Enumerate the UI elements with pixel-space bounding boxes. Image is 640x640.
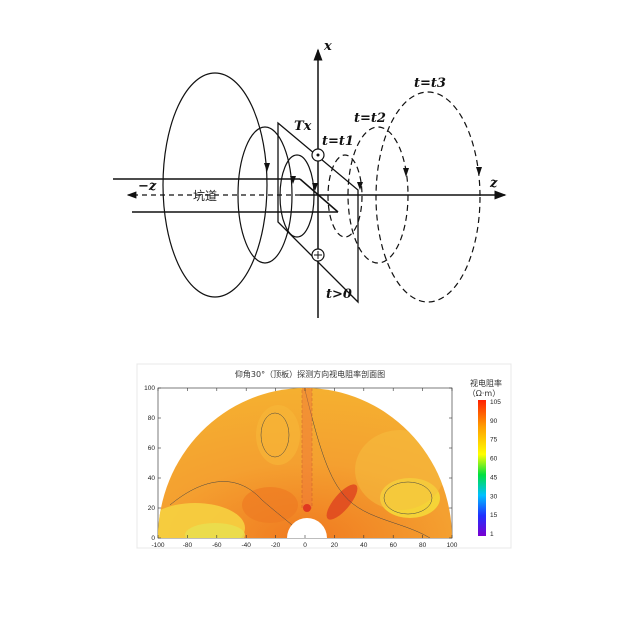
x-tick-label: -60 <box>212 542 222 549</box>
x-tick-label: 80 <box>419 542 427 549</box>
high-zone-diagonal <box>326 484 358 520</box>
tem-diagram: x z −z 坑道 Tx t=t1 t=t2 t=t3 t>0 <box>113 39 507 318</box>
x-tick-label: -20 <box>271 542 281 549</box>
x-tick-label: 100 <box>447 542 458 549</box>
field-loop-solid-small <box>279 154 315 238</box>
y-tick-label: 20 <box>148 505 156 512</box>
z-axis-label: z <box>489 176 498 191</box>
y-tick-label: 60 <box>148 445 156 452</box>
field-loop-solid-large <box>162 72 268 298</box>
field-loop-t3 <box>375 91 481 303</box>
neg-z-axis-label: −z <box>138 179 157 194</box>
resistivity-chart: 仰角30°（顶板）探测方向视电阻率剖面图 -100 -80 -60 -40 -20 0 20… <box>136 363 512 549</box>
x-tick-label: -100 <box>151 542 164 549</box>
field-loop-t1 <box>327 154 363 238</box>
field-loop-solid-medium <box>237 126 293 264</box>
chart-title: 仰角30°（顶板）探测方向视电阻率剖面图 <box>235 369 385 379</box>
current-in-marker <box>311 248 325 262</box>
x-tick-label: 60 <box>390 542 398 549</box>
y-tick-label: 40 <box>148 475 156 482</box>
colorbar-tick-label: 75 <box>490 437 498 444</box>
current-out-marker <box>311 148 325 162</box>
x-tick-label: 0 <box>303 542 307 549</box>
t-positive-label: t>0 <box>326 287 352 302</box>
borehole-column <box>301 388 313 509</box>
y-tick-label: 0 <box>151 535 155 542</box>
colorbar-unit: （Ω·m） <box>468 389 500 398</box>
t2-label: t=t2 <box>354 111 386 126</box>
x-axis-label: x <box>323 39 332 54</box>
tunnel-opening <box>287 518 327 538</box>
y-ticks: 0 20 40 60 80 100 <box>144 385 452 542</box>
colorbar-ticks: 105 90 75 60 45 30 15 1 <box>490 399 501 538</box>
x-tick-label: 20 <box>331 542 339 549</box>
transmitter-loop-plane <box>277 121 359 304</box>
y-tick-label: 80 <box>148 415 156 422</box>
colorbar <box>478 400 486 536</box>
colorbar-tick-label: 90 <box>490 418 498 425</box>
direction-arrows <box>264 163 482 191</box>
transmitter-label: Tx <box>294 119 312 134</box>
x-ticks: -100 -80 -60 -40 -20 0 20 40 60 80 100 <box>151 388 458 549</box>
field-loop-t2 <box>347 126 409 264</box>
colorbar-tick-label: 30 <box>490 493 498 500</box>
colorbar-tick-label: 60 <box>490 456 498 463</box>
tunnel-label: 坑道 <box>193 188 217 203</box>
colorbar-tick-label: 105 <box>490 399 501 406</box>
colorbar-tick-label: 1 <box>490 531 494 538</box>
t1-label: t=t1 <box>322 134 354 149</box>
colorbar-title: 视电阻率 <box>470 378 502 388</box>
x-tick-label: 40 <box>360 542 368 549</box>
colorbar-tick-label: 15 <box>490 512 498 519</box>
resistivity-field <box>158 388 452 538</box>
colorbar-tick-label: 45 <box>490 474 498 481</box>
x-tick-label: -40 <box>241 542 251 549</box>
y-tick-label: 100 <box>144 385 155 392</box>
tunnel-diagonal <box>299 178 339 213</box>
t3-label: t=t3 <box>414 76 446 91</box>
x-tick-label: -80 <box>183 542 193 549</box>
